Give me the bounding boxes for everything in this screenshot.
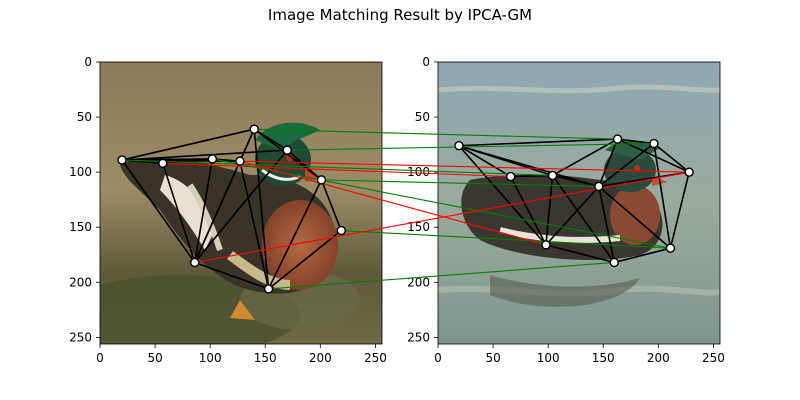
right-image-keypoint	[609, 257, 619, 268]
wrong-match-line	[239, 160, 690, 173]
left-image-ytick-label: 250	[69, 330, 92, 344]
left-image-graph-edge	[286, 149, 322, 181]
right-image-graph-edge	[617, 138, 690, 173]
right-image-keypoint	[612, 134, 623, 144]
wrong-match-line	[239, 160, 547, 246]
left-image-keypoint	[190, 257, 200, 268]
left-image-graph-edge	[267, 179, 323, 290]
wrong-match-line	[194, 171, 690, 264]
right-image-keypoint	[454, 141, 464, 151]
left-image-xtick-label: 200	[309, 351, 332, 365]
right-image-graph-edge	[653, 142, 690, 173]
right-image-ytick-label: 250	[407, 330, 430, 344]
right-image-xtick-label: 250	[702, 351, 725, 365]
right-image-graph-edge	[545, 244, 615, 264]
right-image-ytick-label: 150	[407, 220, 430, 234]
left-image-ytick-label: 100	[69, 165, 92, 179]
wrong-match-line	[162, 162, 511, 178]
right-image-graph-edge	[614, 247, 671, 264]
right-image-graph-edge	[458, 138, 618, 147]
right-image-graph-edge	[458, 145, 512, 178]
left-image-ytick-label: 0	[84, 55, 92, 69]
left-image-keypoint	[117, 155, 127, 165]
left-image-graph-edge	[162, 158, 213, 165]
right-image-graph-edge	[551, 174, 615, 263]
right-image-graph-edge	[545, 175, 554, 245]
right-image-keypoint	[684, 167, 694, 177]
right-image-graph-edge	[509, 176, 547, 246]
left-image-xtick-label: 100	[199, 351, 222, 365]
correct-match-line	[122, 159, 553, 177]
correct-match-line	[268, 261, 615, 290]
left-image-graph-edge	[194, 261, 269, 290]
right-image-ytick-label: 50	[415, 110, 430, 124]
left-image-graph-edge	[121, 149, 288, 161]
left-image-ytick-label: 50	[77, 110, 92, 124]
left-image-ytick-label: 150	[69, 220, 92, 234]
right-image-keypoint	[547, 170, 558, 181]
left-image-graph-edge	[162, 163, 196, 263]
right-photo	[438, 62, 720, 344]
correct-match-line	[341, 229, 671, 249]
left-image-graph-edge	[121, 159, 196, 263]
right-image-graph-edge	[598, 185, 671, 249]
left-image-graph-edge	[268, 229, 342, 290]
left-photo	[100, 62, 382, 344]
right-image-graph-edge	[617, 138, 655, 145]
correct-match-line	[254, 128, 618, 140]
right-image-keypoint	[649, 138, 659, 149]
left-image-graph-edge	[239, 160, 270, 290]
correct-match-line	[212, 158, 671, 249]
right-image-graph-edge	[552, 174, 600, 188]
left-image-graph-edge	[320, 179, 342, 231]
right-image-graph-edge	[545, 185, 600, 246]
left-image-graph-edge	[194, 149, 288, 263]
left-axes-frame	[99, 61, 383, 345]
left-image-keypoint	[207, 154, 218, 164]
right-image-xtick-label: 150	[592, 351, 615, 365]
right-image-xtick-label: 100	[537, 351, 560, 365]
left-image-xtick-label: 150	[254, 351, 277, 365]
left-image-graph-edge	[194, 128, 255, 263]
left-image-graph-edge	[193, 158, 214, 263]
correct-match-line	[287, 142, 654, 151]
right-image-graph-edge	[598, 142, 655, 188]
correct-match-line	[321, 179, 599, 188]
left-image-keypoint	[263, 284, 274, 294]
right-image-graph-edge	[458, 145, 547, 246]
left-image-keypoint	[282, 145, 292, 155]
left-image-xtick-label: 250	[364, 351, 387, 365]
right-image-xtick-label: 0	[434, 351, 442, 365]
right-image-ytick-label: 200	[407, 275, 430, 289]
left-image-keypoint	[235, 156, 245, 166]
right-image-keypoint	[506, 171, 516, 182]
right-image-graph-edge	[653, 143, 672, 249]
right-image-xtick-label: 200	[647, 351, 670, 365]
left-image-xtick-label: 50	[147, 351, 162, 365]
right-image-graph-edge	[598, 186, 616, 263]
right-image-ytick-label: 100	[407, 165, 430, 179]
left-image-graph-edge	[121, 128, 255, 161]
left-image-keypoint	[158, 158, 168, 169]
left-image-keypoint	[336, 225, 346, 236]
left-image-keypoint	[316, 175, 327, 185]
left-image-xtick-label: 0	[96, 351, 104, 365]
left-image-keypoint	[249, 124, 259, 134]
left-image-ytick-label: 200	[69, 275, 92, 289]
right-image-xtick-label: 50	[485, 351, 500, 365]
left-image-graph-edge	[253, 129, 270, 289]
figure-title: Image Matching Result by IPCA-GM	[267, 6, 533, 24]
right-image-keypoint	[594, 181, 604, 192]
right-image-graph-edge	[669, 171, 690, 249]
right-image-keypoint	[665, 243, 676, 253]
right-image-graph-edge	[458, 144, 600, 188]
right-image-keypoint	[541, 240, 551, 250]
right-image-graph-edge	[598, 138, 619, 187]
right-image-ytick-label: 0	[422, 55, 430, 69]
